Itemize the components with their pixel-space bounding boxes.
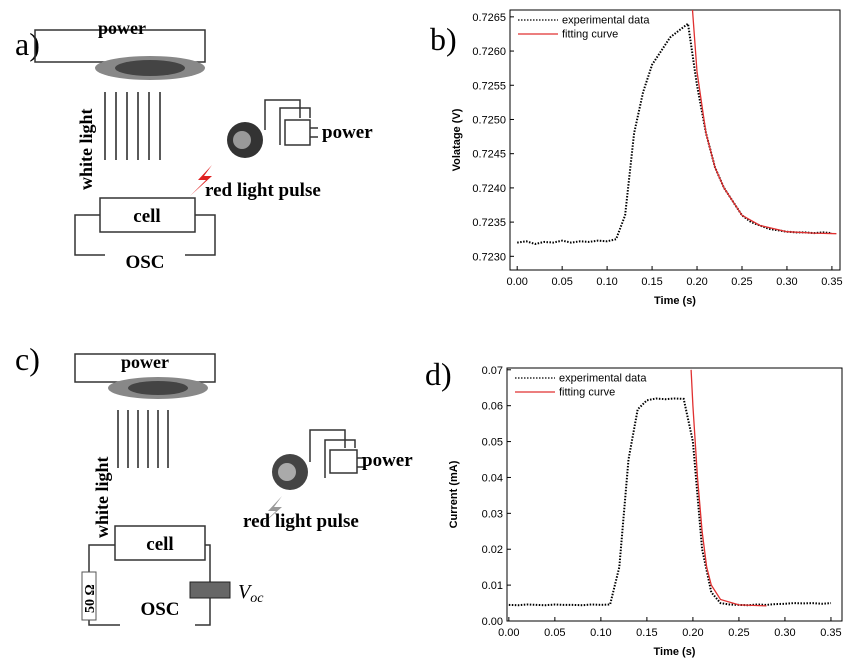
x-tick-label: 0.35	[821, 276, 842, 288]
legend-label: experimental data	[562, 15, 650, 27]
label: white light	[92, 456, 112, 538]
label: Voc	[238, 581, 264, 606]
cell-box	[114, 525, 206, 561]
x-tick-label: 0.20	[682, 627, 703, 639]
series-line	[508, 397, 832, 607]
plot-frame	[509, 9, 841, 271]
label: power	[98, 18, 146, 38]
x-tick-label: 0.30	[774, 627, 795, 639]
plot-frame	[506, 367, 843, 622]
x-tick-label: 0.20	[686, 276, 707, 288]
arrows	[117, 410, 169, 468]
label: V	[238, 581, 253, 603]
x-tick-label: 0.35	[820, 627, 841, 639]
y-tick-label: 0.7235	[472, 217, 506, 229]
camera	[278, 463, 296, 481]
x-tick-label: 0.25	[731, 276, 752, 288]
wire	[264, 99, 318, 146]
x-axis-label: Time (s)	[654, 295, 696, 307]
y-axis-label: Current (mA)	[448, 460, 460, 528]
x-tick-label: 0.10	[596, 276, 617, 288]
label: power	[322, 122, 373, 143]
panel-label: b)	[430, 21, 457, 57]
label: white light	[76, 108, 96, 190]
lamp	[128, 381, 188, 395]
y-tick-label: 0.04	[482, 472, 503, 484]
x-tick-label: 0.00	[506, 276, 527, 288]
lamp	[115, 60, 185, 76]
y-tick-label: 0.05	[482, 437, 503, 449]
y-tick-label: 0.7260	[472, 46, 506, 58]
y-tick-label: 0.02	[482, 544, 503, 556]
series-line	[690, 369, 767, 607]
wire	[88, 544, 211, 626]
diagram-c: c) power white light power red light pul…	[15, 341, 413, 626]
y-tick-label: 0.7255	[472, 80, 506, 92]
panel-label: a)	[15, 26, 40, 62]
legend-label: fitting curve	[562, 29, 618, 41]
y-tick-label: 0.7265	[472, 12, 506, 24]
label: OSC	[140, 599, 179, 620]
diagram-a: a) power white light power red light pul…	[15, 18, 373, 273]
y-tick-label: 0.7250	[472, 114, 506, 126]
label: red light pulse	[205, 180, 321, 201]
label: 50 Ω	[83, 584, 98, 613]
y-tick-label: 0.01	[482, 580, 503, 592]
y-tick-label: 0.7245	[472, 149, 506, 161]
y-tick-label: 0.06	[482, 401, 503, 413]
legend-label: experimental data	[559, 373, 647, 385]
y-tick-label: 0.7230	[472, 251, 506, 263]
x-tick-label: 0.25	[728, 627, 749, 639]
label: power	[362, 450, 413, 471]
wire	[309, 429, 365, 478]
y-tick-label: 0.7240	[472, 183, 506, 195]
panel-label: d)	[425, 356, 452, 392]
camera	[233, 131, 251, 149]
x-tick-label: 0.10	[590, 627, 611, 639]
x-tick-label: 0.05	[551, 276, 572, 288]
y-tick-label: 0.03	[482, 508, 503, 520]
series-line	[691, 10, 837, 235]
meter	[189, 581, 231, 599]
label: red light pulse	[243, 511, 359, 532]
label: power	[121, 352, 169, 372]
label: cell	[146, 534, 173, 555]
resistor	[81, 571, 97, 621]
legend-label: fitting curve	[559, 387, 615, 399]
x-axis-label: Time (s)	[654, 646, 696, 658]
y-tick-label: 0.07	[482, 365, 503, 377]
x-tick-label: 0.05	[544, 627, 565, 639]
x-tick-label: 0.15	[636, 627, 657, 639]
x-tick-label: 0.00	[498, 627, 519, 639]
x-tick-label: 0.30	[776, 276, 797, 288]
series-line	[517, 21, 832, 246]
x-tick-label: 0.15	[641, 276, 662, 288]
label: oc	[250, 591, 264, 606]
y-tick-label: 0.00	[482, 616, 503, 628]
label: OSC	[125, 252, 164, 273]
wire	[74, 214, 216, 256]
arrows	[104, 92, 161, 160]
pulse-icon	[258, 496, 282, 528]
y-axis-label: Volatage (V)	[451, 108, 463, 171]
label: cell	[133, 206, 160, 227]
panel-label: c)	[15, 341, 40, 377]
